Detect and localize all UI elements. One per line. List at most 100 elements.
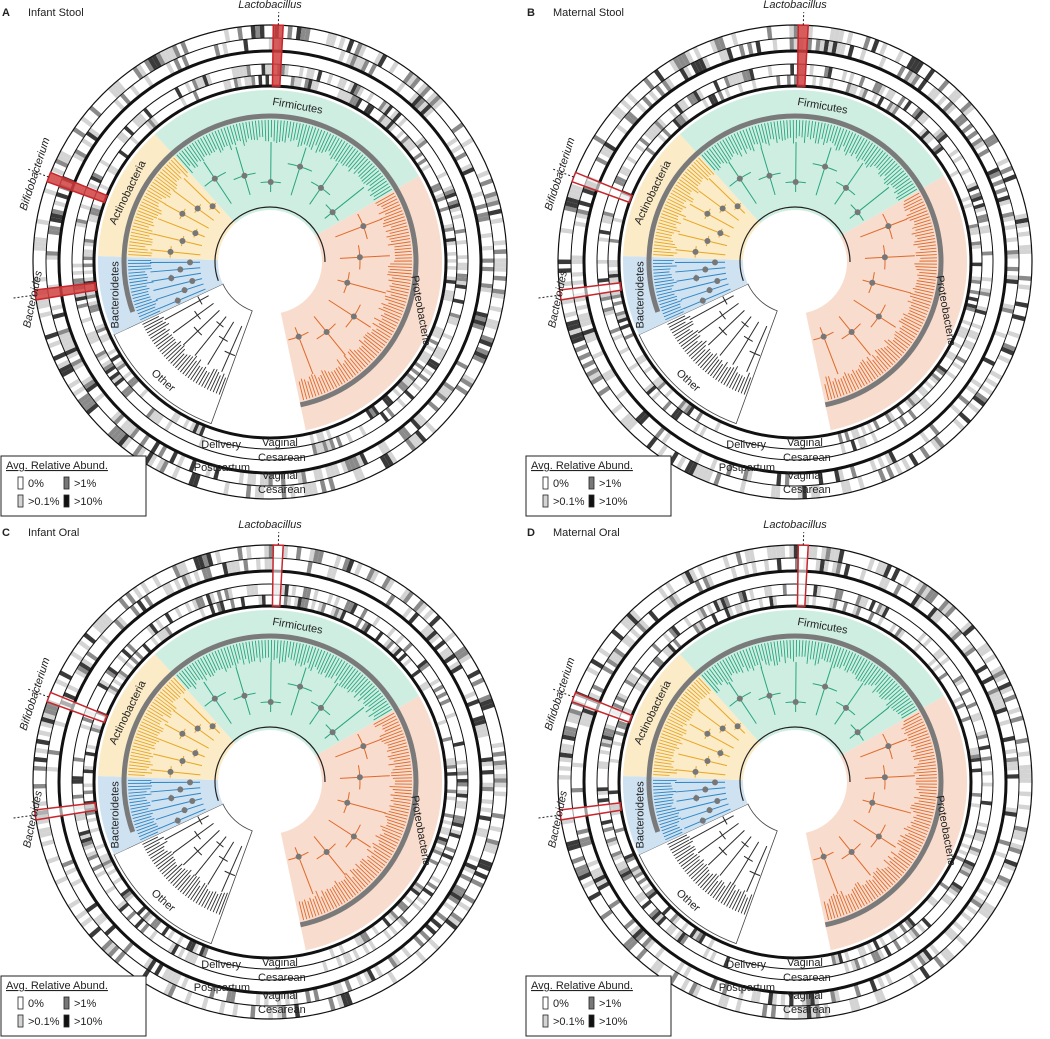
abundance-cell (405, 372, 416, 382)
abundance-cell (335, 955, 343, 968)
abundance-cell (144, 120, 155, 132)
abundance-cell (635, 101, 648, 114)
tree-leaf (798, 120, 801, 137)
abundance-cell (442, 292, 455, 299)
tree-leaf (654, 802, 674, 807)
abundance-cell (954, 702, 966, 711)
tree-leaf (179, 874, 195, 893)
legend-swatch (542, 476, 549, 490)
abundance-cell (367, 406, 377, 418)
abundance-cell (116, 654, 128, 665)
tree-leaf (156, 176, 175, 191)
abundance-cell (226, 79, 233, 91)
tree-branch (834, 682, 864, 725)
abundance-cell (390, 952, 402, 966)
tree-leaf (390, 808, 409, 814)
abundance-cell (976, 305, 988, 312)
ring-label: Vaginal (262, 957, 298, 969)
abundance-cell (318, 430, 326, 442)
abundance-cell (33, 765, 47, 772)
tree-leaf (365, 697, 385, 713)
tree-leaf (248, 121, 253, 140)
tree-leaf (349, 869, 366, 888)
abundance-cell (179, 96, 188, 108)
abundance-cell (911, 107, 922, 118)
abundance-cell (33, 756, 48, 763)
tree-leaf (367, 859, 382, 871)
tree-leaf (344, 876, 359, 894)
abundance-cell (916, 111, 927, 123)
abundance-cell (1007, 706, 1022, 716)
tree-leaf (133, 742, 156, 750)
tree-leaf (128, 793, 152, 797)
tree-leaf (308, 127, 317, 148)
tree-leaf (389, 805, 410, 811)
abundance-cell (717, 90, 726, 102)
tree-leaf (911, 804, 935, 811)
tree-leaf (352, 876, 364, 890)
abundance-cell (984, 377, 999, 388)
abundance-cell (618, 866, 630, 875)
abundance-cell (443, 188, 456, 196)
abundance-cell (205, 552, 214, 567)
abundance-cell (444, 237, 456, 243)
abundance-cell (427, 938, 440, 951)
abundance-cell (689, 927, 699, 939)
abundance-cell (770, 484, 777, 499)
abundance-cell (886, 410, 896, 422)
abundance-cell (339, 89, 347, 102)
abundance-cell (433, 192, 445, 200)
abundance-cell (952, 154, 964, 164)
abundance-cell (296, 77, 303, 89)
tree-leaf (900, 835, 922, 847)
abundance-cell (860, 88, 869, 101)
abundance-cell (192, 422, 200, 434)
abundance-cell (75, 815, 87, 822)
tree-leaf (128, 268, 152, 271)
abundance-cell (878, 604, 887, 617)
abundance-cell (359, 608, 369, 620)
abundance-cell (968, 329, 980, 337)
tree-leaf (918, 791, 937, 795)
abundance-cell (900, 457, 911, 471)
abundance-cell (709, 950, 718, 963)
tree-leaf (670, 839, 690, 851)
abundance-cell (776, 558, 782, 572)
abundance-cell (639, 675, 651, 685)
abundance-cell (793, 24, 799, 39)
tree-leaf (139, 204, 162, 215)
abundance-cell (837, 467, 845, 482)
abundance-cell (963, 646, 976, 658)
abundance-cell (87, 333, 99, 342)
tree-leaf (217, 649, 227, 672)
abundance-cell (959, 101, 973, 114)
tree-leaf (669, 195, 685, 205)
tree-leaf (654, 241, 676, 246)
abundance-cell (316, 70, 323, 82)
tree-leaf (906, 207, 927, 217)
ring-label: Vaginal (262, 990, 298, 1002)
abundance-cell (184, 81, 193, 94)
abundance-cell (432, 352, 444, 361)
abundance-cell (357, 44, 368, 58)
abundance-cell (290, 76, 296, 88)
abundance-cell (283, 595, 288, 607)
abundance-cell (716, 598, 725, 611)
tree-leaf (851, 369, 863, 388)
abundance-cell (578, 200, 593, 208)
abundance-cell (113, 98, 126, 111)
tree-leaf (384, 313, 400, 321)
abundance-cell (648, 907, 660, 919)
tree-leaf (390, 794, 412, 798)
abundance-cell (628, 672, 640, 682)
tree-leaf (343, 355, 359, 374)
abundance-cell (417, 680, 430, 690)
tree-leaf (353, 350, 369, 366)
tree-leaf (202, 656, 214, 677)
tree-leaf (170, 348, 186, 364)
tree-leaf (915, 225, 933, 231)
abundance-cell (615, 310, 627, 317)
abundance-cell (110, 427, 123, 441)
abundance-cell (78, 829, 91, 837)
abundance-cell (853, 958, 861, 970)
